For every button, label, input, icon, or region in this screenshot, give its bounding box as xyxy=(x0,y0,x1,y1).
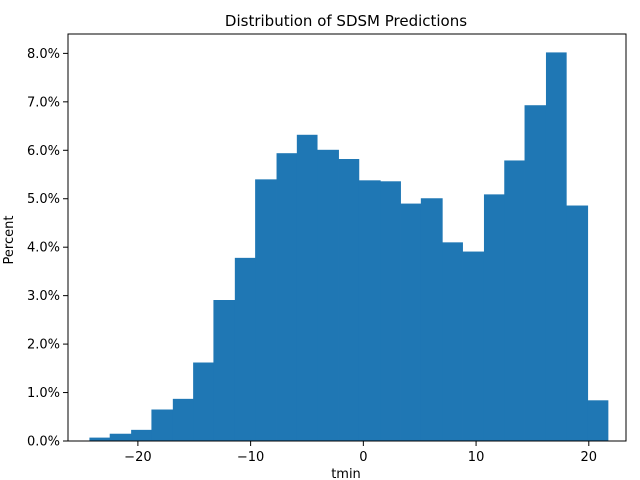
histogram-bar xyxy=(358,180,381,442)
y-tick-label: 8.0% xyxy=(27,47,60,62)
histogram-bar xyxy=(234,257,256,441)
y-axis: 0.0% 1.0% 2.0% 3.0% 4.0% 5.0% 6.0% 7.0% 8.0% xyxy=(27,47,68,450)
y-tick-label: 6.0% xyxy=(27,144,60,159)
bars-group xyxy=(89,52,609,442)
histogram-bar xyxy=(338,159,360,441)
histogram-bar xyxy=(504,160,525,442)
y-tick-label: 4.0% xyxy=(27,241,60,256)
histogram-bar xyxy=(151,409,174,441)
chart-title: Distribution of SDSM Predictions xyxy=(225,12,467,30)
histogram-bar xyxy=(317,149,339,441)
y-axis-label: Percent xyxy=(2,216,17,265)
x-axis-label: tmin xyxy=(331,467,361,480)
plot-frame xyxy=(67,33,627,442)
y-tick-label: 3.0% xyxy=(27,289,60,304)
histogram-bar xyxy=(400,203,422,441)
histogram-bar xyxy=(131,429,152,441)
histogram-bar xyxy=(276,153,298,441)
histogram-bar xyxy=(566,205,589,441)
x-tick-label: 0 xyxy=(359,450,367,465)
x-tick-label: 20 xyxy=(581,450,598,465)
histogram-bar xyxy=(213,300,236,441)
histogram-bar xyxy=(172,398,194,441)
y-tick-label: 0.0% xyxy=(27,435,60,450)
histogram-bar xyxy=(545,52,567,442)
histogram-bar xyxy=(524,105,547,441)
y-tick-label: 1.0% xyxy=(27,386,60,401)
x-tick-label: −20 xyxy=(124,450,151,465)
histogram-bar xyxy=(442,242,463,441)
y-tick-label: 7.0% xyxy=(27,95,60,110)
y-tick-label: 5.0% xyxy=(27,192,60,207)
histogram-bar xyxy=(483,194,505,441)
histogram-bar xyxy=(296,134,318,441)
histogram-bar xyxy=(193,362,214,441)
histogram-bar xyxy=(380,181,401,442)
x-axis: −20 −10 0 10 20 xyxy=(124,441,597,465)
histogram-bar xyxy=(255,179,277,441)
histogram-bar xyxy=(109,433,132,441)
histogram-bar xyxy=(587,400,609,441)
histogram-bar xyxy=(420,198,443,441)
x-tick-label: −10 xyxy=(237,450,264,465)
x-tick-label: 10 xyxy=(468,450,485,465)
histogram-bar xyxy=(462,251,485,441)
y-tick-label: 2.0% xyxy=(27,338,60,353)
histogram-bar xyxy=(89,437,111,441)
